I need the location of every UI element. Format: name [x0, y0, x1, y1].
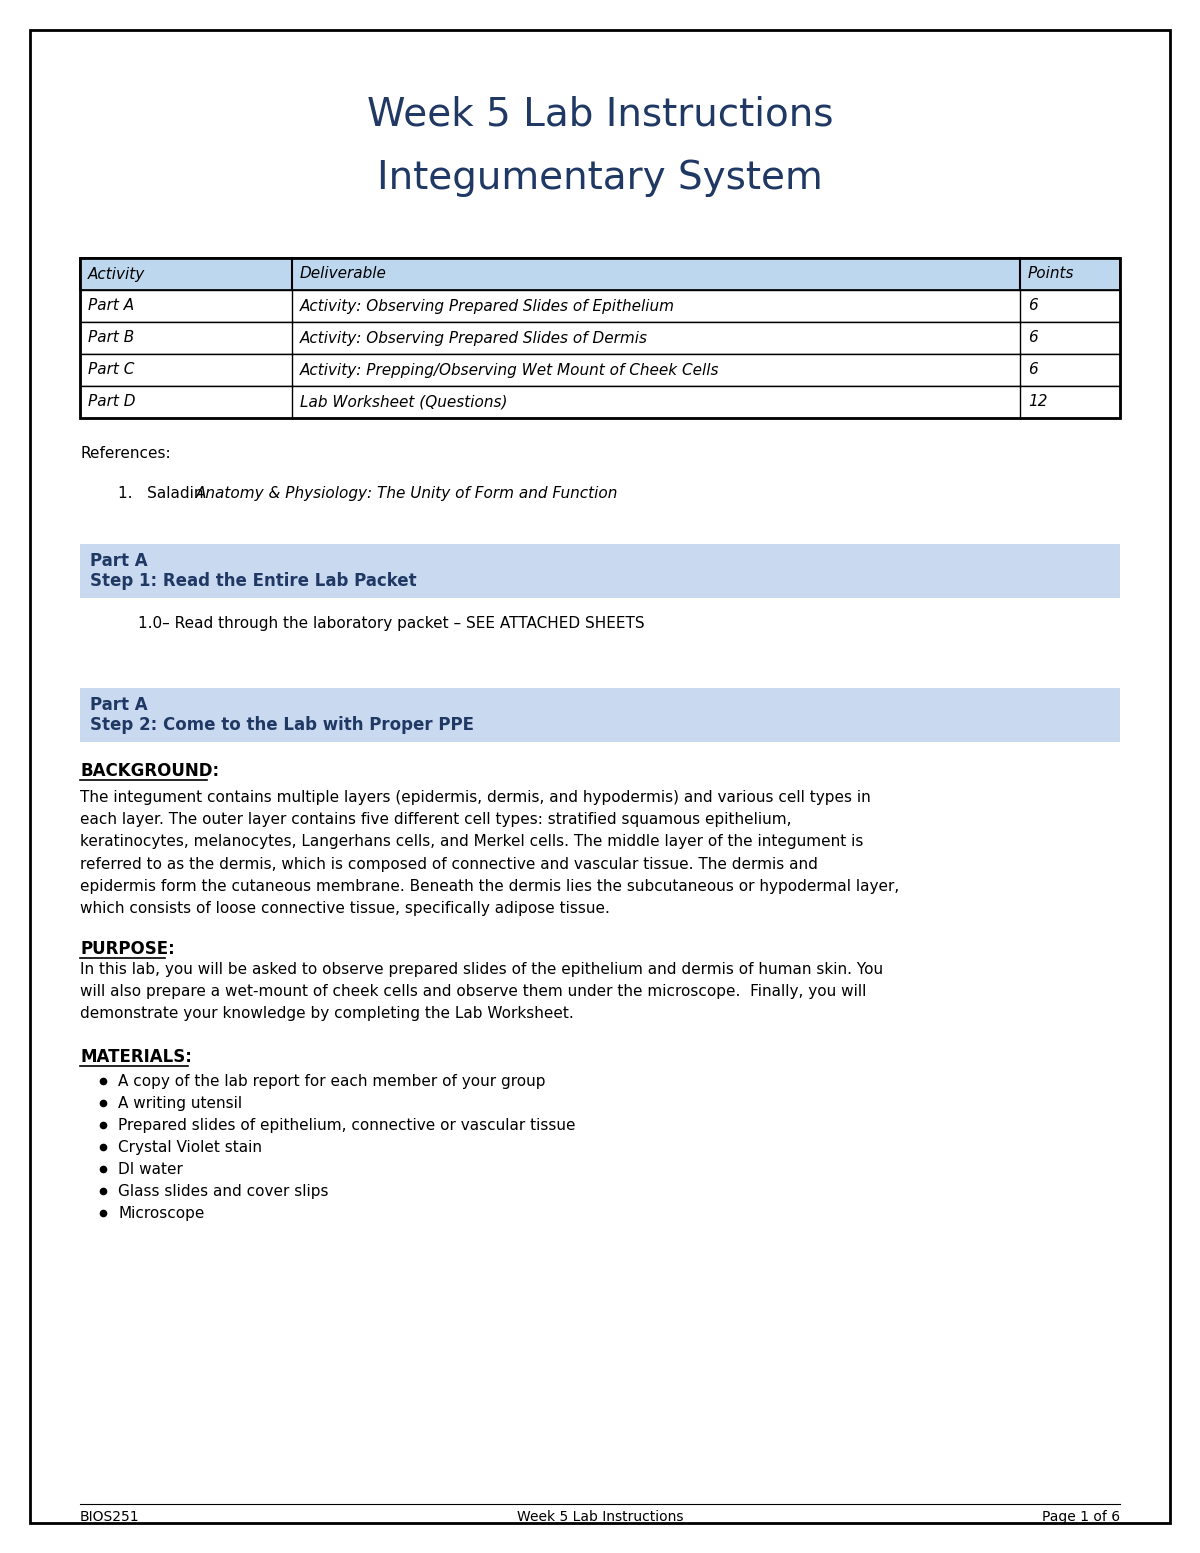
Text: Deliverable: Deliverable: [300, 267, 386, 281]
Text: The integument contains multiple layers (epidermis, dermis, and hypodermis) and : The integument contains multiple layers …: [80, 790, 899, 916]
Text: Points: Points: [1028, 267, 1074, 281]
FancyBboxPatch shape: [80, 290, 1120, 321]
Text: Microscope: Microscope: [118, 1207, 204, 1221]
Text: 12: 12: [1028, 394, 1048, 410]
Text: Activity: Observing Prepared Slides of Epithelium: Activity: Observing Prepared Slides of E…: [300, 298, 674, 314]
Text: Part A: Part A: [88, 298, 134, 314]
Text: Step 1: Read the Entire Lab Packet: Step 1: Read the Entire Lab Packet: [90, 572, 416, 590]
Text: Prepared slides of epithelium, connective or vascular tissue: Prepared slides of epithelium, connectiv…: [118, 1118, 576, 1134]
Text: Crystal Violet stain: Crystal Violet stain: [118, 1140, 262, 1155]
FancyBboxPatch shape: [30, 30, 1170, 1523]
Text: 6: 6: [1028, 362, 1038, 377]
Text: 1.0– Read through the laboratory packet – SEE ATTACHED SHEETS: 1.0– Read through the laboratory packet …: [138, 617, 644, 631]
Text: Activity: Prepping/Observing Wet Mount of Cheek Cells: Activity: Prepping/Observing Wet Mount o…: [300, 362, 720, 377]
Text: Glass slides and cover slips: Glass slides and cover slips: [118, 1183, 329, 1199]
Text: Activity: Observing Prepared Slides of Dermis: Activity: Observing Prepared Slides of D…: [300, 331, 648, 345]
Text: Part D: Part D: [88, 394, 136, 410]
FancyBboxPatch shape: [80, 688, 1120, 742]
Text: DI water: DI water: [118, 1162, 182, 1177]
FancyBboxPatch shape: [80, 387, 1120, 418]
FancyBboxPatch shape: [80, 354, 1120, 387]
Text: MATERIALS:: MATERIALS:: [80, 1048, 192, 1065]
Text: 1.   Saladin: 1. Saladin: [118, 486, 209, 502]
Text: Part A: Part A: [90, 551, 148, 570]
Text: Part A: Part A: [90, 696, 148, 714]
Text: Step 2: Come to the Lab with Proper PPE: Step 2: Come to the Lab with Proper PPE: [90, 716, 474, 735]
Text: In this lab, you will be asked to observe prepared slides of the epithelium and : In this lab, you will be asked to observ…: [80, 961, 883, 1022]
Text: Page 1 of 6: Page 1 of 6: [1042, 1510, 1120, 1523]
FancyBboxPatch shape: [80, 258, 1120, 290]
FancyBboxPatch shape: [80, 544, 1120, 598]
Text: Anatomy & Physiology: The Unity of Form and Function: Anatomy & Physiology: The Unity of Form …: [196, 486, 618, 502]
Text: BACKGROUND:: BACKGROUND:: [80, 763, 220, 780]
FancyBboxPatch shape: [80, 321, 1120, 354]
Text: A writing utensil: A writing utensil: [118, 1096, 242, 1110]
Text: Week 5 Lab Instructions: Week 5 Lab Instructions: [517, 1510, 683, 1523]
Text: Part B: Part B: [88, 331, 134, 345]
Text: 6: 6: [1028, 331, 1038, 345]
Text: Integumentary System: Integumentary System: [377, 158, 823, 197]
Text: Lab Worksheet (Questions): Lab Worksheet (Questions): [300, 394, 508, 410]
Text: Week 5 Lab Instructions: Week 5 Lab Instructions: [367, 96, 833, 134]
Text: Activity: Activity: [88, 267, 145, 281]
Text: References:: References:: [80, 446, 170, 461]
Text: Part C: Part C: [88, 362, 134, 377]
Text: 6: 6: [1028, 298, 1038, 314]
Text: A copy of the lab report for each member of your group: A copy of the lab report for each member…: [118, 1075, 546, 1089]
Text: BIOS251: BIOS251: [80, 1510, 139, 1523]
Text: PURPOSE:: PURPOSE:: [80, 940, 175, 958]
